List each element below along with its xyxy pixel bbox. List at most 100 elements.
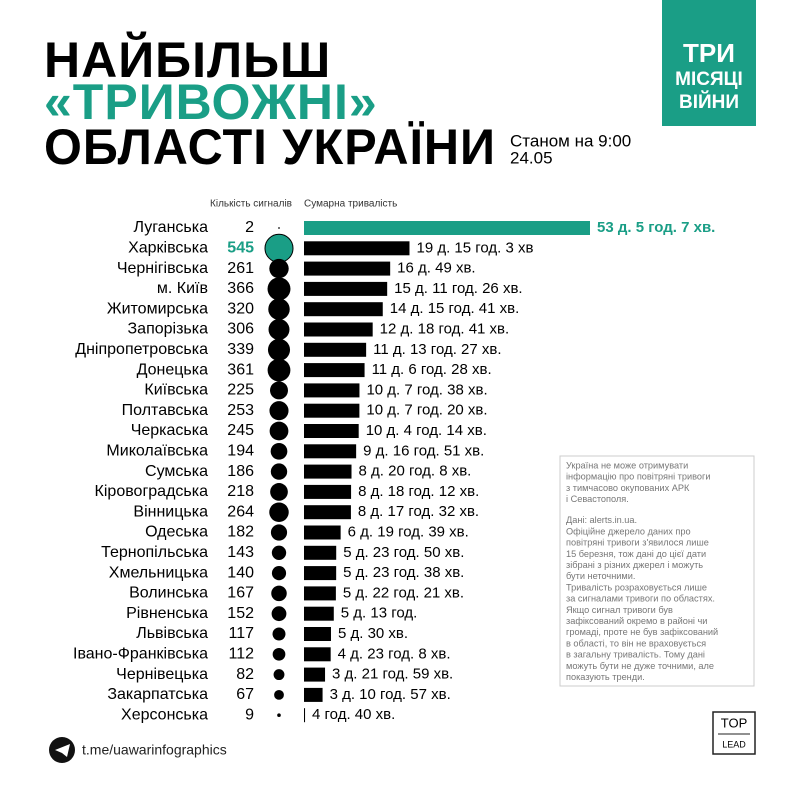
duration-label: 15 д. 11 год. 26 хв. bbox=[394, 280, 522, 297]
duration-label: 5 д. 23 год. 38 хв. bbox=[343, 564, 464, 581]
signal-count: 2 bbox=[245, 219, 254, 236]
duration-bar bbox=[304, 545, 337, 560]
signal-count: 140 bbox=[227, 564, 254, 581]
category-label: Закарпатська bbox=[107, 686, 208, 703]
column-header: Сумарна тривалість bbox=[304, 199, 397, 210]
signal-count: 225 bbox=[227, 382, 254, 399]
signal-count: 186 bbox=[227, 463, 254, 480]
duration-bar bbox=[304, 505, 351, 520]
duration-bar bbox=[304, 627, 331, 641]
duration-label: 10 д. 7 год. 20 хв. bbox=[366, 402, 487, 419]
title: НАЙБІЛЬШ bbox=[44, 31, 331, 88]
signal-count: 117 bbox=[228, 625, 254, 642]
category-label: Івано-Франківська bbox=[73, 646, 208, 663]
duration-label: 12 д. 18 год. 41 хв. bbox=[380, 320, 510, 337]
logo-text: LEAD bbox=[722, 739, 746, 749]
category-label: Харківська bbox=[128, 240, 208, 257]
note-line: можуть бути не дуже точними, але bbox=[566, 661, 714, 671]
note-line: Тривалість розраховується лише bbox=[566, 582, 707, 592]
signal-circle bbox=[269, 258, 289, 279]
category-label: Донецька bbox=[137, 361, 209, 378]
signal-count: 9 bbox=[245, 706, 254, 723]
signal-circle bbox=[270, 483, 288, 501]
subtitle: Станом на 9:00 bbox=[510, 131, 631, 150]
signal-circle bbox=[277, 713, 281, 717]
note-line: повітряні тривоги з'явилося лише bbox=[566, 538, 709, 548]
category-label: м. Київ bbox=[157, 280, 208, 297]
note-line: за сигналами тривоги по областях. bbox=[566, 594, 715, 604]
signal-circle bbox=[271, 566, 287, 581]
signal-count: 194 bbox=[227, 443, 254, 460]
title: «ТРИВОЖНІ» bbox=[44, 74, 378, 130]
signal-count: 152 bbox=[227, 605, 254, 622]
duration-bar bbox=[304, 525, 341, 540]
duration-bar bbox=[304, 484, 352, 499]
category-label: Рівненська bbox=[126, 605, 208, 622]
duration-bar bbox=[304, 647, 331, 662]
note-line: Україна не може отримувати bbox=[566, 460, 688, 470]
duration-bar bbox=[304, 586, 336, 601]
signal-count: 67 bbox=[236, 686, 254, 703]
logo bbox=[712, 711, 756, 755]
category-label: Сумська bbox=[145, 463, 208, 480]
duration-label: 5 д. 23 год. 50 хв. bbox=[343, 544, 464, 561]
telegram-plane bbox=[55, 744, 70, 757]
signal-circle bbox=[269, 502, 289, 522]
duration-bar bbox=[304, 281, 388, 296]
duration-label: 6 д. 19 год. 39 хв. bbox=[348, 523, 469, 540]
category-label: Одеська bbox=[145, 524, 208, 541]
signal-circle bbox=[269, 421, 289, 441]
duration-label: 4 год. 40 хв. bbox=[312, 706, 395, 723]
category-label: Київська bbox=[144, 382, 208, 399]
source-link[interactable]: t.me/uawarinfographics bbox=[82, 742, 227, 758]
signal-circle bbox=[270, 463, 288, 480]
duration-label: 10 д. 4 год. 14 хв. bbox=[366, 422, 487, 439]
signal-count: 361 bbox=[227, 361, 254, 378]
category-label: Дніпропетровська bbox=[75, 341, 208, 358]
signal-count: 253 bbox=[227, 402, 254, 419]
duration-bar bbox=[304, 708, 306, 723]
signal-circle bbox=[267, 358, 291, 382]
note-line: громаді, проте не був зафіксований bbox=[566, 627, 718, 637]
category-label: Вінницька bbox=[133, 503, 208, 520]
badge bbox=[662, 0, 756, 126]
signal-count: 366 bbox=[227, 280, 254, 297]
category-label: Херсонська bbox=[121, 706, 208, 723]
title: ОБЛАСТІ УКРАЇНИ bbox=[44, 119, 496, 175]
duration-bar bbox=[304, 322, 373, 337]
duration-label: 11 д. 6 год. 28 хв. bbox=[372, 361, 492, 378]
duration-label: 9 д. 16 год. 51 хв. bbox=[363, 442, 484, 459]
signal-circle bbox=[269, 401, 289, 421]
signal-circle bbox=[267, 277, 291, 301]
category-label: Чернігівська bbox=[117, 260, 208, 277]
duration-label: 5 д. 13 год. bbox=[341, 605, 418, 622]
category-label: Черкаська bbox=[131, 422, 208, 439]
category-label: Тернопільська bbox=[101, 544, 208, 561]
note-line: в загальну тривалість. Тому дані bbox=[566, 650, 705, 660]
duration-label: 53 д. 5 год. 7 хв. bbox=[597, 219, 715, 236]
subtitle: 24.05 bbox=[510, 148, 553, 167]
signal-circle bbox=[270, 524, 288, 541]
signal-count: 182 bbox=[227, 524, 254, 541]
duration-bar bbox=[304, 464, 352, 479]
duration-bar bbox=[304, 566, 337, 581]
signal-count: 82 bbox=[236, 666, 254, 683]
category-label: Луганська bbox=[134, 219, 209, 236]
duration-label: 5 д. 30 хв. bbox=[338, 625, 408, 642]
duration-bar bbox=[304, 221, 590, 235]
duration-label: 8 д. 17 год. 32 хв. bbox=[358, 503, 479, 520]
note-line: зібрані з різних джерел і можуть bbox=[566, 560, 703, 570]
signal-count: 245 bbox=[227, 422, 254, 439]
signal-count: 167 bbox=[227, 585, 254, 602]
category-label: Волинська bbox=[129, 585, 208, 602]
signal-count: 320 bbox=[227, 300, 254, 317]
signal-circle bbox=[278, 227, 280, 229]
duration-bar bbox=[304, 261, 391, 276]
duration-bar bbox=[304, 241, 410, 256]
duration-label: 14 д. 15 год. 41 хв. bbox=[390, 300, 520, 317]
note-line: 15 березня, тож дані до цієї дати bbox=[566, 549, 706, 559]
category-label: Полтавська bbox=[122, 402, 208, 419]
note-line: і Севастополя. bbox=[566, 494, 629, 504]
signal-circle bbox=[274, 689, 284, 700]
